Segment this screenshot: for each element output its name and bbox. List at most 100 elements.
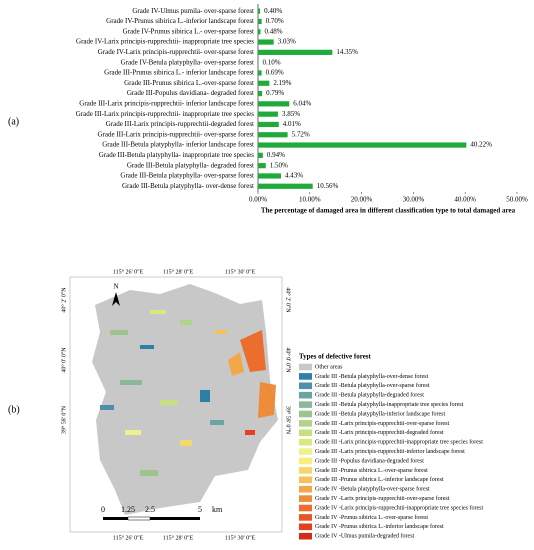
bar bbox=[258, 60, 259, 66]
legend-label: Grade III -Larix principis-rupprechtii-o… bbox=[315, 420, 449, 427]
x-tick-label: 50.00% bbox=[506, 196, 528, 204]
bar bbox=[258, 173, 281, 179]
legend-label: Grade III -Betula platyphylla-over-dense… bbox=[315, 373, 428, 380]
legend-label: Grade III -Larix principis-rupprechtii-i… bbox=[315, 448, 465, 455]
value-label: 14.35% bbox=[336, 48, 358, 56]
legend-swatch bbox=[299, 401, 312, 408]
legend-swatch bbox=[299, 457, 312, 465]
lat-label: 39° 58' 0"N bbox=[60, 405, 67, 434]
bar bbox=[258, 70, 262, 76]
y-tick-label: Grade IV-Prunus sibirica L.-inferior lan… bbox=[106, 17, 254, 25]
legend-swatch bbox=[299, 429, 312, 437]
bar bbox=[258, 111, 278, 117]
lon-label: 115° 28' 0"E bbox=[163, 534, 194, 541]
scale-bar bbox=[103, 517, 128, 520]
legend-label: Grade III -Betula platyphylla-inferior l… bbox=[315, 410, 445, 417]
value-label: 0.94% bbox=[267, 151, 285, 159]
scale-bar bbox=[127, 516, 151, 521]
value-label: 0.10% bbox=[263, 58, 281, 66]
bar bbox=[258, 90, 263, 97]
legend-swatch bbox=[299, 476, 312, 484]
scale-label: 2.5 bbox=[145, 505, 155, 514]
y-tick-label: Grade IV-Larix principis-rupprechtii- in… bbox=[76, 38, 254, 46]
legend-label: Other areas bbox=[315, 364, 343, 370]
legend-swatch bbox=[299, 391, 312, 399]
y-tick-label: Grade III-Betula platyphylla- degraded f… bbox=[127, 161, 254, 169]
value-label: 0.79% bbox=[266, 89, 284, 97]
legend-title: Types of defective forest bbox=[299, 353, 372, 361]
value-label: 10.56% bbox=[317, 182, 339, 190]
legend-swatch bbox=[299, 382, 312, 390]
bar bbox=[258, 163, 266, 169]
x-tick-label: 10.00% bbox=[299, 196, 321, 204]
map-patches bbox=[100, 310, 276, 476]
y-tick-label: Grade III-Betula platyphylla- inferior l… bbox=[102, 141, 254, 149]
legend-label: Grade III -Betula platyphylla-degraded f… bbox=[315, 392, 424, 399]
value-label: 2.19% bbox=[273, 79, 291, 87]
x-axis-label: The percentage of damaged area in differ… bbox=[261, 207, 516, 215]
scale-label: 1.25 bbox=[121, 505, 135, 514]
scale-label: km bbox=[212, 505, 223, 514]
value-label: 4.01% bbox=[283, 120, 301, 128]
north-label: N bbox=[113, 283, 118, 291]
x-tick-label: 40.00% bbox=[454, 196, 476, 204]
x-tick-label: 20.00% bbox=[351, 196, 373, 204]
legend-label: Grade III -Larix principis-rupprechtii-d… bbox=[315, 429, 444, 436]
legend-label: Grade III -Betula platyphylla-over-spars… bbox=[315, 382, 430, 389]
y-tick-label: Grade III-Populus davidiana- degraded fo… bbox=[127, 89, 254, 97]
legend-label: Grade IV -Ulmus pumila-degraded forest bbox=[315, 533, 415, 540]
legend-label: Grade III -Betula platyphylla-inappropri… bbox=[315, 401, 464, 408]
value-label: 6.04% bbox=[293, 99, 311, 107]
x-tick-label: 30.00% bbox=[403, 196, 425, 204]
y-tick-label: Grade III-Larix principis-rupprechtii-de… bbox=[106, 120, 254, 128]
bar bbox=[258, 121, 279, 128]
scale-label: 0 bbox=[101, 505, 105, 514]
map-area bbox=[92, 284, 278, 515]
legend-swatch bbox=[299, 467, 312, 474]
legend-swatch bbox=[299, 410, 312, 418]
value-label: 1.50% bbox=[270, 161, 288, 169]
value-label: 5.72% bbox=[292, 130, 310, 138]
bar bbox=[258, 39, 274, 45]
bar bbox=[258, 49, 333, 55]
legend-swatch bbox=[299, 504, 312, 512]
legend-label: Grade III -Populus davidiana-degraded fo… bbox=[315, 457, 424, 464]
legend-label: Grade IV -Larix principis-rupprechtii-in… bbox=[315, 504, 483, 511]
lat-label: 40° 2' 0"N bbox=[60, 287, 67, 313]
y-tick-label: Grade III-Prunus sibirica L.- inferior l… bbox=[104, 69, 254, 77]
value-label: 0.40% bbox=[264, 7, 282, 15]
bar bbox=[258, 142, 467, 148]
lon-label: 115° 26' 0"E bbox=[113, 268, 144, 275]
legend-label: Grade IV -Prunus sibirica L.-over-sparse… bbox=[315, 514, 428, 521]
y-tick-label: Grade III-Betula platyphylla- inappropri… bbox=[99, 151, 255, 159]
y-tick-label: Grade III-Betula platyphylla- over-dense… bbox=[122, 182, 254, 190]
value-label: 3.85% bbox=[282, 110, 300, 118]
legend-swatch bbox=[299, 438, 312, 446]
value-label: 0.70% bbox=[266, 17, 284, 25]
panel-label: (a) bbox=[8, 116, 19, 127]
legend-swatch bbox=[299, 523, 312, 531]
value-label: 40.22% bbox=[470, 141, 492, 149]
value-label: 3.03% bbox=[278, 38, 296, 46]
bar bbox=[258, 29, 261, 35]
lat-label: 40° 0' 0"N bbox=[285, 347, 292, 373]
north-arrow bbox=[112, 292, 120, 306]
value-label: 0.48% bbox=[264, 27, 282, 35]
legend-swatch bbox=[299, 420, 312, 427]
bar bbox=[258, 18, 262, 25]
legend-swatch bbox=[299, 448, 312, 455]
y-tick-label: Grade III-Larix principis-rupprechtii- i… bbox=[76, 110, 254, 118]
y-tick-label: Grade III-Larix principis-rupprechtii- i… bbox=[79, 99, 254, 107]
y-tick-label: Grade IV-Ulmus pumila- over-sparse fores… bbox=[132, 7, 254, 15]
bar bbox=[258, 183, 313, 189]
lat-label: 40° 2' 0"N bbox=[285, 287, 292, 313]
scale-label: 5 bbox=[198, 505, 202, 514]
legend-swatch bbox=[299, 485, 312, 493]
panel-label: (b) bbox=[8, 404, 20, 415]
bar bbox=[258, 8, 261, 14]
map: N bbox=[69, 276, 283, 533]
x-tick-label: 0.00% bbox=[249, 196, 267, 204]
legend-swatch bbox=[299, 514, 312, 521]
legend-label: Grade IV -Betula platyphylla-over-sparse… bbox=[315, 486, 430, 493]
